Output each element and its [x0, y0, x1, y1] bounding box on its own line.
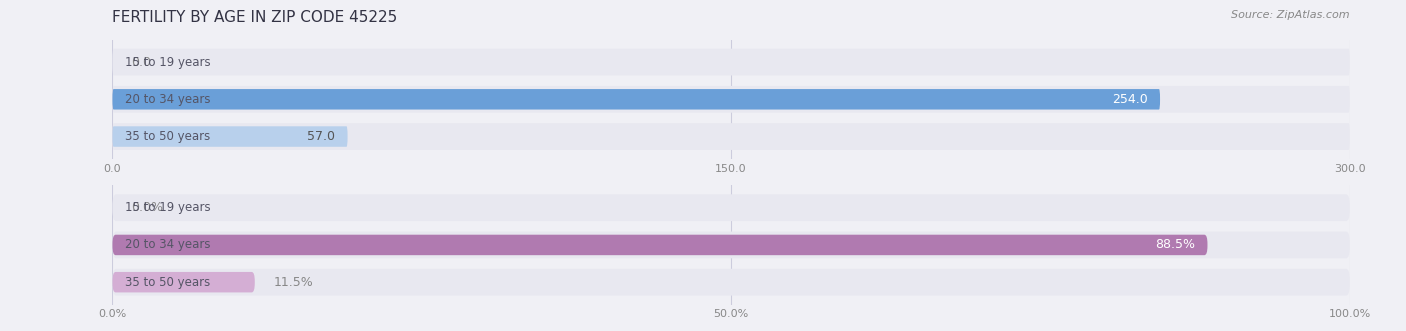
Text: 11.5%: 11.5%	[273, 276, 314, 289]
Text: 0.0%: 0.0%	[131, 201, 163, 214]
Text: 35 to 50 years: 35 to 50 years	[125, 276, 209, 289]
Text: Source: ZipAtlas.com: Source: ZipAtlas.com	[1232, 10, 1350, 20]
FancyBboxPatch shape	[112, 232, 1350, 258]
FancyBboxPatch shape	[112, 194, 1350, 221]
FancyBboxPatch shape	[112, 86, 1350, 113]
Text: 254.0: 254.0	[1112, 93, 1147, 106]
Text: 20 to 34 years: 20 to 34 years	[125, 93, 211, 106]
FancyBboxPatch shape	[112, 123, 1350, 150]
FancyBboxPatch shape	[112, 272, 254, 292]
Text: 88.5%: 88.5%	[1156, 238, 1195, 252]
FancyBboxPatch shape	[112, 235, 1208, 255]
Text: FERTILITY BY AGE IN ZIP CODE 45225: FERTILITY BY AGE IN ZIP CODE 45225	[112, 10, 398, 25]
FancyBboxPatch shape	[112, 269, 1350, 296]
Text: 15 to 19 years: 15 to 19 years	[125, 201, 211, 214]
Text: 20 to 34 years: 20 to 34 years	[125, 238, 211, 252]
Text: 57.0: 57.0	[307, 130, 335, 143]
Text: 0.0: 0.0	[131, 56, 150, 69]
FancyBboxPatch shape	[112, 126, 347, 147]
FancyBboxPatch shape	[112, 89, 1160, 110]
Text: 15 to 19 years: 15 to 19 years	[125, 56, 211, 69]
Text: 35 to 50 years: 35 to 50 years	[125, 130, 209, 143]
FancyBboxPatch shape	[112, 49, 1350, 75]
